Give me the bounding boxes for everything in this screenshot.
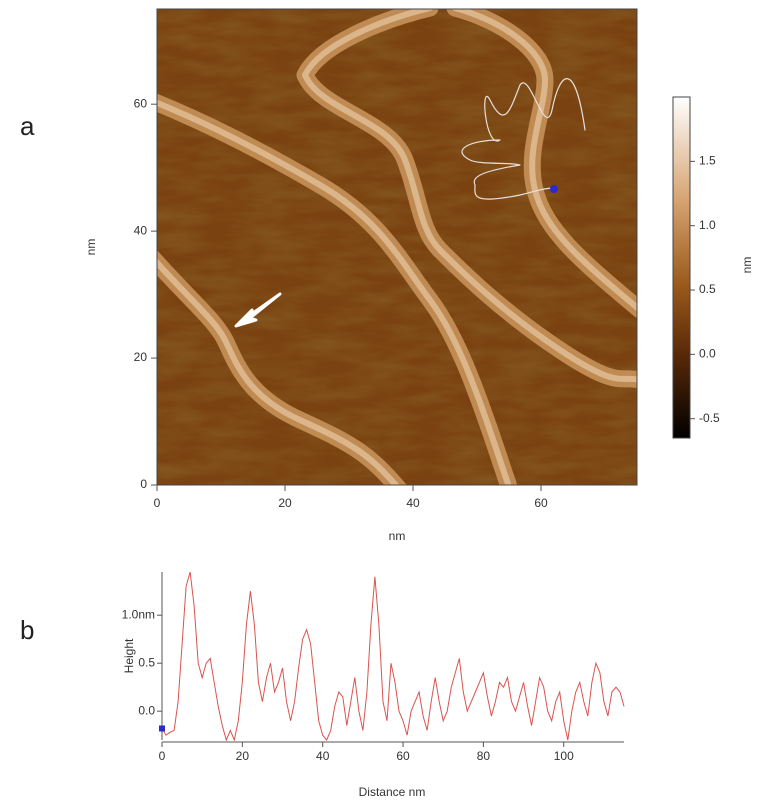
x-tick-label: 40 bbox=[316, 749, 330, 763]
y-tick-label: 60 bbox=[134, 96, 148, 110]
x-tick-label: 20 bbox=[278, 496, 292, 510]
colorbar-label: nm bbox=[740, 257, 754, 274]
y-tick-label: 0 bbox=[140, 477, 147, 491]
y-tick-label: 20 bbox=[134, 350, 148, 364]
y-tick-label: 40 bbox=[134, 223, 148, 237]
colorbar-tick-label: 0.5 bbox=[699, 282, 716, 296]
colorbar-tick-label: 1.5 bbox=[699, 154, 716, 168]
colorbar bbox=[672, 96, 691, 439]
colorbar-tick-label: 1.0 bbox=[699, 218, 716, 232]
image-frame bbox=[156, 8, 638, 486]
colorbar-tick-label: -0.5 bbox=[699, 411, 720, 425]
x-tick-label: 80 bbox=[477, 749, 491, 763]
x-tick-label: 20 bbox=[236, 749, 250, 763]
x-tick-label: 60 bbox=[534, 496, 548, 510]
x-tick-label: 60 bbox=[396, 749, 410, 763]
x-tick-label: 0 bbox=[159, 749, 166, 763]
afm-image bbox=[157, 9, 637, 485]
y-axis-label: nm bbox=[84, 239, 98, 256]
y-tick-label: 0.0 bbox=[138, 703, 155, 717]
x-tick-label: 40 bbox=[406, 496, 420, 510]
panel-label: a bbox=[20, 111, 35, 141]
y-axis-label: Height bbox=[122, 638, 136, 673]
y-tick-label: 0.5 bbox=[138, 655, 155, 669]
x-axis-label: nm bbox=[389, 529, 406, 543]
x-axis-label: Distance nm bbox=[359, 785, 426, 799]
panel-label: b bbox=[20, 615, 34, 645]
x-tick-label: 0 bbox=[154, 496, 161, 510]
height-profile bbox=[161, 571, 625, 742]
x-tick-label: 100 bbox=[554, 749, 574, 763]
y-tick-label: 1.0nm bbox=[122, 607, 155, 621]
start-marker bbox=[159, 725, 165, 732]
colorbar-tick-label: 0.0 bbox=[699, 347, 716, 361]
